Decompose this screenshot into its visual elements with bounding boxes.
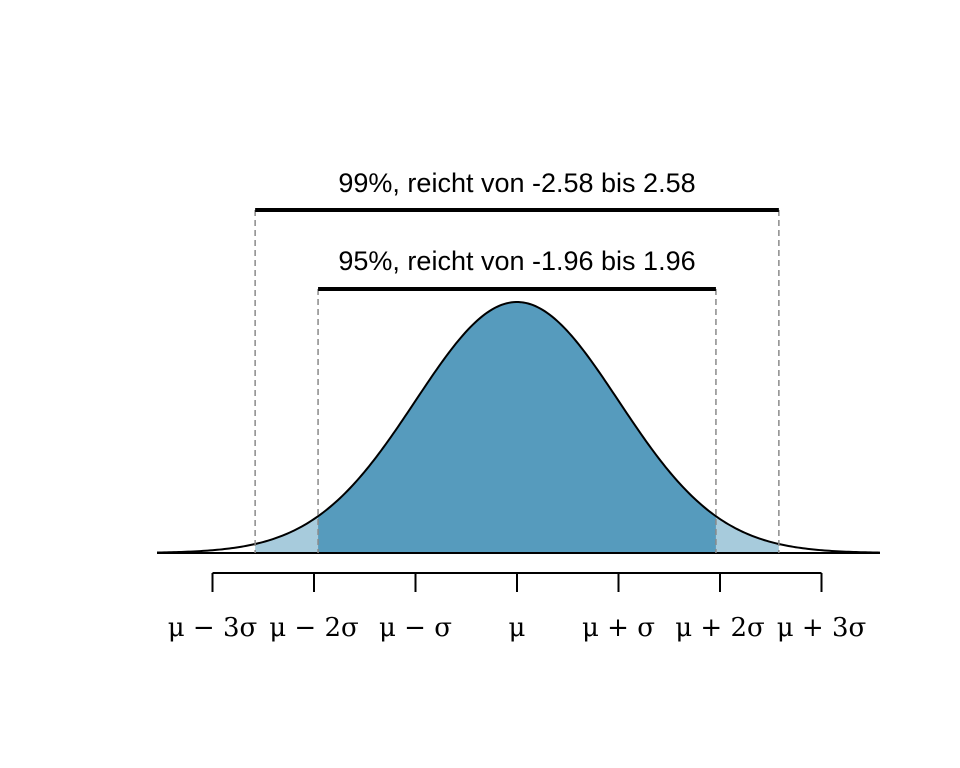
x-axis: μ − 3σ μ − 2σ μ − σ μ μ + σ μ + 2σ μ + 3σ [168,572,867,643]
interval-guides [254,210,780,553]
central-95-area [318,302,716,553]
interval-bars [255,208,779,291]
x-tick-label: μ − σ [379,613,452,643]
x-tick-label: μ + 3σ [777,613,867,643]
density-curve [156,301,881,554]
x-tick-label: μ − 3σ [168,613,258,643]
x-tick-label: μ − 2σ [269,613,359,643]
interval-95-label: 95%, reicht von -1.96 bis 1.96 [338,246,695,276]
x-tick-label: μ + 2σ [675,613,765,643]
x-tick-label: μ + σ [582,613,655,643]
shaded-areas [255,302,779,553]
x-tick-label: μ [509,613,526,643]
interval-99-label: 99%, reicht von -2.58 bis 2.58 [338,168,695,198]
